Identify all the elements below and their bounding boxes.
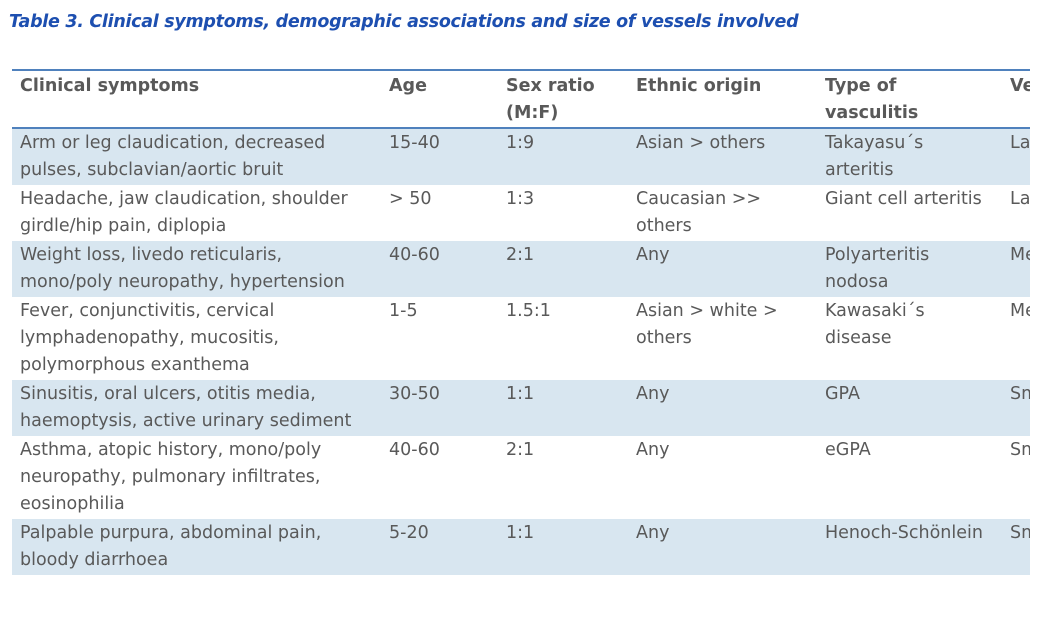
table-header-row: Clinical symptoms Age Sex ratio (M:F) Et… xyxy=(12,69,1030,129)
table-row: Asthma, atopic history, mono/poly neurop… xyxy=(12,436,1030,519)
cell-clinical-symptoms: Fever, conjunctivitis, cervical lymphade… xyxy=(12,297,381,380)
cell-type-of-vasculitis: Giant cell arteritis xyxy=(817,185,1002,241)
cell-age: 15-40 xyxy=(381,128,498,185)
cell-type-of-vasculitis: eGPA xyxy=(817,436,1002,519)
cell-sex-ratio: 2:1 xyxy=(498,436,628,519)
cell-ethnic-origin: Any xyxy=(628,241,817,297)
cell-age: 40-60 xyxy=(381,436,498,519)
cell-clinical-symptoms: Sinusitis, oral ulcers, otitis media, ha… xyxy=(12,380,381,436)
cell-clinical-symptoms: Arm or leg claudication, decreased pulse… xyxy=(12,128,381,185)
header-age: Age xyxy=(381,69,498,129)
cell-ethnic-origin: Any xyxy=(628,519,817,575)
cell-type-of-vasculitis: Takayasu´s arteritis xyxy=(817,128,1002,185)
cell-vessel-size: Medium xyxy=(1002,241,1030,297)
cell-vessel-size: Small xyxy=(1002,436,1030,519)
cell-sex-ratio: 1:1 xyxy=(498,519,628,575)
cell-sex-ratio: 1:1 xyxy=(498,380,628,436)
vasculitis-table: Clinical symptoms Age Sex ratio (M:F) Et… xyxy=(12,69,1030,601)
cell-type-of-vasculitis: GPA xyxy=(817,380,1002,436)
header-sex-ratio: Sex ratio (M:F) xyxy=(498,69,628,129)
cell-ethnic-origin: Any xyxy=(628,380,817,436)
table-row: Palpable purpura, abdominal pain, bloody… xyxy=(12,519,1030,575)
table-row: Headache, jaw claudication, shoulder gir… xyxy=(12,185,1030,241)
cell-sex-ratio: 2:1 xyxy=(498,241,628,297)
table-row: Arm or leg claudication, decreased pulse… xyxy=(12,128,1030,185)
header-vessel-size: Vessel size xyxy=(1002,69,1030,129)
cell-age: 5-20 xyxy=(381,519,498,575)
cell-ethnic-origin: Caucasian >> others xyxy=(628,185,817,241)
cell-vessel-size: Small xyxy=(1002,380,1030,436)
cell-clinical-symptoms: Weight loss, livedo reticularis, mono/po… xyxy=(12,241,381,297)
header-type-of-vasculitis: Type of vasculitis xyxy=(817,69,1002,129)
header-ethnic-origin: Ethnic origin xyxy=(628,69,817,129)
header-clinical-symptoms: Clinical symptoms xyxy=(12,69,381,129)
cell-clinical-symptoms: Headache, jaw claudication, shoulder gir… xyxy=(12,185,381,241)
cell-vessel-size: Medium xyxy=(1002,297,1030,380)
cell-sex-ratio: 1:3 xyxy=(498,185,628,241)
cell-ethnic-origin: Asian > white > others xyxy=(628,297,817,380)
cell-age: > 50 xyxy=(381,185,498,241)
table-caption: Table 3. Clinical symptoms, demographic … xyxy=(9,12,799,32)
cell-vessel-size: Large xyxy=(1002,185,1030,241)
cell-type-of-vasculitis: Kawasaki´s disease xyxy=(817,297,1002,380)
cell-type-of-vasculitis: Polyarteritis nodosa xyxy=(817,241,1002,297)
cell-clinical-symptoms: Palpable purpura, abdominal pain, bloody… xyxy=(12,519,381,575)
cell-age: 40-60 xyxy=(381,241,498,297)
cell-clinical-symptoms: Asthma, atopic history, mono/poly neurop… xyxy=(12,436,381,519)
table-row: Weight loss, livedo reticularis, mono/po… xyxy=(12,241,1030,297)
cell-age: 1-5 xyxy=(381,297,498,380)
cell-ethnic-origin: Asian > others xyxy=(628,128,817,185)
table-row: Sinusitis, oral ulcers, otitis media, ha… xyxy=(12,380,1030,436)
cell-sex-ratio: 1.5:1 xyxy=(498,297,628,380)
cell-ethnic-origin: Any xyxy=(628,436,817,519)
cell-vessel-size: Large xyxy=(1002,128,1030,185)
cell-sex-ratio: 1:9 xyxy=(498,128,628,185)
cell-age: 30-50 xyxy=(381,380,498,436)
cell-type-of-vasculitis: Henoch-Schönlein xyxy=(817,519,1002,575)
cell-vessel-size: Small xyxy=(1002,519,1030,575)
table-row: Fever, conjunctivitis, cervical lymphade… xyxy=(12,297,1030,380)
